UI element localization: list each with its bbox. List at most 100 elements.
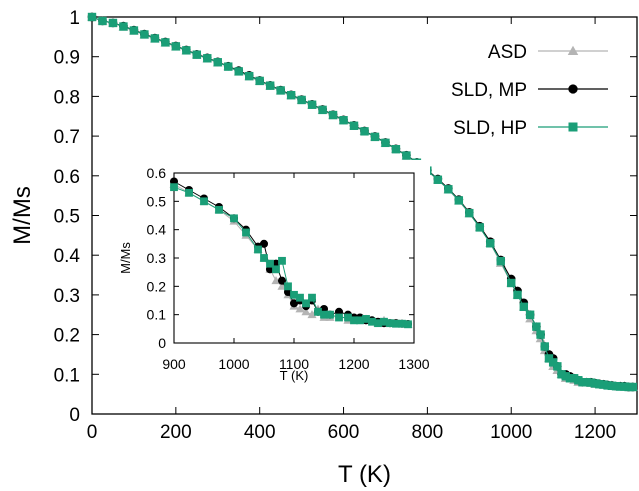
legend-marker bbox=[567, 45, 579, 55]
inset-data-point bbox=[404, 320, 412, 329]
legend-label: SLD, MP bbox=[451, 80, 527, 101]
data-point bbox=[444, 185, 453, 194]
data-point bbox=[553, 362, 562, 371]
inset-data-point bbox=[259, 239, 269, 248]
data-point bbox=[519, 302, 529, 312]
data-point bbox=[540, 342, 549, 351]
inset-data-point bbox=[272, 265, 280, 274]
data-point bbox=[297, 95, 306, 105]
inset-data-point bbox=[350, 316, 358, 325]
legend-marker bbox=[568, 122, 578, 132]
data-point bbox=[286, 91, 296, 100]
data-point bbox=[161, 38, 170, 47]
inset-data-point bbox=[277, 276, 287, 285]
inset-data-point bbox=[356, 316, 364, 325]
inset-y-axis-title: M/Ms bbox=[118, 242, 133, 274]
inset-data-point bbox=[362, 315, 370, 323]
data-point bbox=[224, 62, 233, 71]
x-tick-label: 0 bbox=[87, 422, 98, 443]
inset-y-tick-label: 0.6 bbox=[147, 165, 167, 181]
data-point bbox=[391, 145, 401, 154]
legend-label: SLD, HP bbox=[453, 118, 527, 139]
inset-series-2 bbox=[170, 183, 412, 329]
inset-y-tick-label: 0.5 bbox=[147, 193, 167, 209]
data-point bbox=[349, 121, 359, 130]
y-tick-label: 0.3 bbox=[54, 286, 80, 307]
inset-data-point bbox=[301, 307, 311, 316]
main-plot: 0 200 400 600 800 1000 1200 0 0.1 0.2 0.3 0.4 0.5 0.6… bbox=[9, 8, 638, 488]
inset-data-point bbox=[296, 293, 304, 302]
x-axis-title: T (K) bbox=[338, 461, 391, 488]
y-axis-title: M/Ms bbox=[9, 186, 36, 245]
inset-data-point bbox=[368, 317, 376, 326]
y-tick-label: 0.7 bbox=[54, 127, 80, 148]
inset-data-point bbox=[289, 299, 299, 308]
inset-data-point bbox=[215, 205, 223, 214]
inset-data-point bbox=[307, 310, 317, 319]
y-tick-label: 0.9 bbox=[54, 48, 80, 69]
data-point bbox=[465, 208, 474, 218]
data-point bbox=[402, 151, 411, 160]
inset-data-point bbox=[380, 317, 388, 326]
data-point bbox=[486, 239, 495, 248]
data-point bbox=[245, 71, 254, 81]
inset-data-point bbox=[242, 228, 250, 237]
y-tick-label: 0.8 bbox=[54, 87, 80, 108]
inset-data-point bbox=[266, 259, 274, 268]
x-tick-label: 400 bbox=[244, 422, 276, 443]
inset-data-point bbox=[254, 245, 262, 254]
inset-data-point bbox=[314, 307, 322, 316]
data-point bbox=[507, 278, 516, 288]
inset-y-tick-label: 0 bbox=[158, 335, 166, 351]
inset-data-point bbox=[398, 319, 406, 328]
data-point bbox=[192, 50, 202, 59]
data-point bbox=[318, 105, 327, 115]
inset-y-tick-label: 0.4 bbox=[147, 222, 167, 238]
data-point bbox=[513, 290, 522, 300]
inset-y-tick-label: 0.3 bbox=[147, 250, 167, 266]
data-point bbox=[454, 196, 464, 205]
legend: ASD SLD, MP SLD, HP bbox=[451, 42, 608, 139]
y-tick-label: 0.1 bbox=[54, 365, 80, 386]
inset-data-point bbox=[308, 293, 316, 302]
data-point bbox=[525, 310, 535, 319]
inset-data-point bbox=[335, 313, 343, 322]
inset-frame bbox=[173, 172, 415, 344]
data-point bbox=[628, 382, 638, 392]
inset-data-point bbox=[284, 282, 292, 291]
data-point bbox=[119, 22, 128, 31]
inset-y-tick-label: 0.2 bbox=[147, 278, 167, 294]
legend-label: ASD bbox=[488, 42, 527, 63]
y-tick-label: 0 bbox=[69, 405, 80, 426]
data-point bbox=[265, 81, 275, 90]
inset-x-axis-title: T (K) bbox=[280, 368, 309, 383]
inset-data-point bbox=[230, 214, 238, 223]
inset-data-point bbox=[295, 304, 305, 313]
data-point bbox=[328, 110, 338, 120]
data-point bbox=[370, 132, 380, 142]
inset-data-point bbox=[326, 310, 334, 319]
inset-data-point bbox=[200, 197, 208, 206]
y-tick-label: 0.5 bbox=[54, 207, 80, 228]
inset-plot: 900 1000 1100 1200 1300 0 0.1 0.2 0.3 0.4 0.5 0.6 T … bbox=[112, 160, 430, 383]
data-point bbox=[234, 67, 243, 76]
inset-x-tick-label: 900 bbox=[162, 356, 186, 372]
y-tick-label: 0.4 bbox=[54, 246, 81, 267]
x-tick-label: 200 bbox=[160, 422, 192, 443]
y-tick-label: 0.6 bbox=[54, 167, 80, 188]
inset-data-point bbox=[320, 310, 328, 319]
data-point bbox=[532, 322, 541, 331]
x-tick-label: 1000 bbox=[490, 422, 532, 443]
inset-data-point bbox=[290, 290, 298, 299]
y-tick-label: 1 bbox=[69, 8, 80, 29]
inset-x-tick-label: 1000 bbox=[218, 356, 249, 372]
data-point bbox=[129, 26, 139, 35]
data-point bbox=[339, 116, 348, 125]
data-point bbox=[496, 256, 505, 266]
inset-x-tick-label: 1100 bbox=[279, 356, 309, 372]
x-tick-label: 600 bbox=[328, 422, 360, 443]
data-point bbox=[433, 175, 443, 184]
data-point bbox=[536, 330, 545, 339]
data-point bbox=[98, 16, 107, 26]
